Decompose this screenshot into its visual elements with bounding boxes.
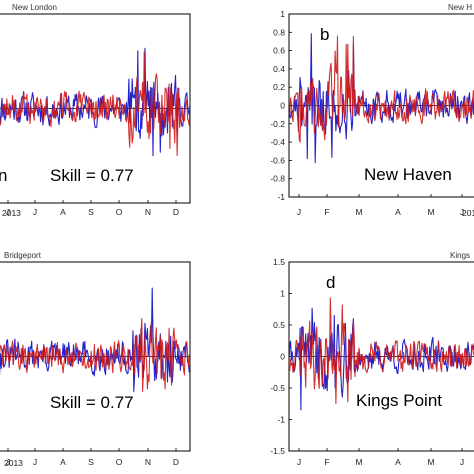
panel-b-site-annotation: New Haven	[364, 165, 452, 184]
panel-b-year-label: 201	[462, 208, 474, 218]
panel-d-plot	[289, 297, 474, 411]
y-tick-label: -1	[277, 415, 285, 425]
panel-d-letter: d	[326, 273, 335, 292]
y-tick-label: 0	[280, 352, 285, 362]
x-tick-label: S	[88, 207, 94, 217]
y-tick-label: 0	[280, 101, 285, 111]
panel-b-plot	[289, 33, 474, 164]
panel-c-title: Bridgeport	[4, 251, 42, 260]
series-line-red	[0, 51, 190, 157]
y-tick-label: 1.5	[273, 257, 285, 267]
panel-a-title: New London	[12, 3, 57, 12]
x-tick-label: N	[145, 457, 151, 467]
panel-b-letter: b	[320, 25, 329, 44]
y-tick-label: -0.2	[270, 119, 285, 129]
y-tick-label: -1.5	[270, 446, 285, 456]
x-tick-label: J	[460, 207, 464, 217]
x-tick-label: F	[324, 457, 329, 467]
x-tick-label: M	[355, 207, 362, 217]
panel-d-y-ticks: 1.5 1 0.5 0 -0.5 -1 -1.5	[270, 257, 292, 456]
panel-b-title: New H	[448, 3, 472, 12]
y-tick-label: -0.4	[270, 137, 285, 147]
x-tick-label: A	[395, 457, 401, 467]
x-tick-label: D	[173, 207, 179, 217]
panel-c-plot	[0, 287, 190, 392]
y-tick-label: -0.5	[270, 383, 285, 393]
x-tick-label: D	[173, 457, 179, 467]
panel-b-y-ticks: 1 0.8 0.6 0.4 0.2 0 -0.2 -0.4 -0.6 -0.8 -1	[270, 9, 292, 202]
panel-new-london: New London n Skill = 0.77 J J A S O N D 2013	[0, 3, 191, 218]
y-tick-label: -0.8	[270, 174, 285, 184]
series-line-red	[289, 35, 474, 143]
series-line-red	[289, 297, 474, 405]
x-tick-label: J	[460, 457, 464, 467]
y-tick-label: 1	[280, 9, 285, 19]
x-tick-label: F	[324, 207, 329, 217]
x-tick-label: J	[33, 207, 37, 217]
x-tick-label: J	[297, 457, 301, 467]
panel-d-title: Kings	[450, 251, 470, 260]
x-tick-label: S	[88, 457, 94, 467]
x-tick-label: J	[297, 207, 301, 217]
panel-a-skill-annotation: Skill = 0.77	[50, 166, 134, 185]
x-tick-label: J	[6, 207, 10, 217]
x-tick-label: M	[355, 457, 362, 467]
panel-d-site-annotation: Kings Point	[356, 391, 442, 410]
y-tick-label: 0.8	[273, 27, 285, 37]
panel-a-year-label: 2013	[2, 208, 21, 218]
series-line-red	[0, 318, 190, 392]
x-tick-label: J	[33, 457, 37, 467]
y-tick-label: -0.6	[270, 155, 285, 165]
x-tick-label: M	[427, 207, 434, 217]
panel-new-haven: New H b 1 0.8 0.6 0.4 0.2 0 -0.2 -0.4 -0.6 -0.8 -1…	[270, 3, 474, 218]
x-tick-label: A	[60, 457, 66, 467]
x-tick-label: M	[427, 457, 434, 467]
x-tick-label: A	[395, 207, 401, 217]
panel-a-site-annotation: n	[0, 166, 7, 185]
x-tick-label: J	[6, 457, 10, 467]
panel-a-plot	[0, 47, 190, 157]
panel-c-skill-annotation: Skill = 0.77	[50, 393, 134, 412]
panel-c-year-label: 2013	[4, 458, 23, 468]
panel-bridgeport: Bridgeport Skill = 0.77 J J A S O N D 2013	[0, 251, 191, 468]
y-tick-label: 0.4	[273, 64, 285, 74]
x-tick-label: A	[60, 207, 66, 217]
x-tick-label: N	[145, 207, 151, 217]
panel-kings-point: Kings d 1.5 1 0.5 0 -0.5 -1 -1.5 Kings Point J…	[270, 251, 474, 467]
y-tick-label: -1	[277, 192, 285, 202]
x-tick-label: O	[116, 457, 123, 467]
y-tick-label: 0.6	[273, 46, 285, 56]
y-tick-label: 0.2	[273, 82, 285, 92]
y-tick-label: 1	[280, 289, 285, 299]
x-tick-label: O	[116, 207, 123, 217]
y-tick-label: 0.5	[273, 320, 285, 330]
